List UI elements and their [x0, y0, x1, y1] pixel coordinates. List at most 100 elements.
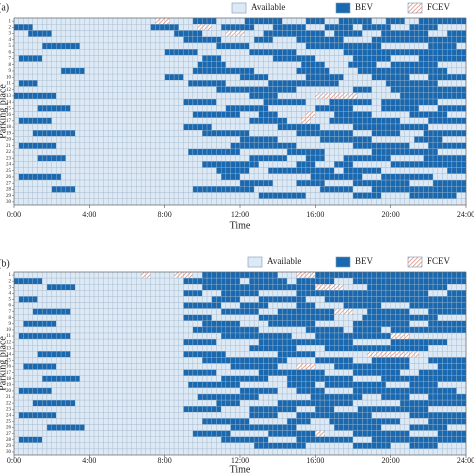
cell	[197, 393, 203, 401]
cell	[75, 61, 81, 69]
cell	[192, 111, 198, 118]
cell	[230, 136, 236, 143]
cell	[418, 393, 424, 401]
cell	[42, 173, 48, 181]
cell	[395, 186, 401, 193]
cell	[305, 393, 311, 401]
cell	[131, 80, 137, 87]
cell	[239, 161, 245, 168]
cell	[140, 173, 147, 181]
cell	[282, 277, 288, 285]
cell	[442, 381, 448, 389]
cell	[319, 302, 325, 309]
cell	[381, 167, 387, 175]
cell	[456, 271, 462, 279]
cell	[32, 363, 38, 370]
cell	[51, 142, 57, 150]
cell	[84, 351, 90, 358]
cell	[371, 326, 377, 334]
cell	[192, 55, 198, 62]
cell	[93, 24, 99, 31]
cell	[239, 381, 245, 389]
cell	[103, 387, 109, 395]
cell	[75, 326, 81, 334]
cell	[122, 48, 128, 56]
cell	[451, 332, 457, 340]
cell	[173, 332, 179, 340]
cell	[319, 296, 325, 303]
cell	[249, 363, 255, 370]
cell	[333, 186, 340, 193]
cell	[371, 92, 377, 100]
cell	[461, 179, 467, 187]
cell	[296, 198, 302, 206]
cell	[42, 308, 48, 315]
cell	[93, 296, 99, 303]
cell	[140, 67, 147, 75]
legend-label: Available	[267, 256, 301, 266]
cell	[60, 198, 66, 206]
cell	[437, 290, 443, 297]
cell	[89, 296, 95, 303]
cell	[437, 30, 443, 37]
cell	[202, 73, 208, 81]
cell	[418, 369, 424, 376]
cell	[202, 308, 208, 315]
cell	[239, 277, 245, 285]
cell	[220, 284, 227, 291]
cell	[60, 173, 66, 181]
cell	[122, 357, 128, 364]
cell	[296, 308, 302, 315]
cell	[107, 36, 114, 44]
cell	[249, 98, 255, 106]
cell	[296, 130, 302, 137]
cell	[131, 117, 137, 125]
cell	[173, 198, 179, 206]
cell	[211, 73, 217, 81]
cell	[107, 61, 114, 69]
cell	[75, 271, 81, 279]
cell	[282, 55, 288, 62]
cell	[145, 338, 151, 346]
cell	[423, 148, 429, 156]
cell	[253, 36, 260, 44]
cell	[277, 111, 283, 118]
cell	[178, 338, 184, 346]
cell	[27, 284, 34, 291]
cell	[98, 55, 104, 62]
cell	[437, 387, 443, 395]
cell	[84, 296, 90, 303]
cell	[395, 326, 401, 334]
cell	[263, 17, 269, 25]
cell	[437, 332, 443, 340]
cell	[404, 198, 410, 206]
cell	[155, 345, 161, 352]
cell	[277, 179, 283, 187]
cell	[432, 290, 438, 297]
cell	[282, 167, 288, 175]
y-tick-label: 18	[6, 125, 12, 130]
cell	[291, 332, 297, 340]
cell	[42, 111, 48, 118]
cell	[315, 73, 321, 81]
cell	[249, 161, 255, 168]
cell	[301, 332, 307, 340]
cell	[145, 179, 151, 187]
cell	[60, 320, 66, 328]
cell	[145, 302, 151, 309]
cell	[404, 314, 410, 321]
cell	[51, 338, 57, 346]
cell	[79, 277, 85, 285]
y-tick-label: 11	[6, 82, 11, 87]
cell	[18, 161, 24, 168]
cell	[46, 338, 52, 346]
cell	[155, 42, 161, 50]
cell	[150, 290, 156, 297]
cell	[305, 105, 311, 112]
cell	[79, 296, 85, 303]
cell	[211, 198, 217, 206]
cell	[376, 30, 382, 37]
cell	[418, 290, 424, 297]
cell	[192, 136, 198, 143]
cell	[188, 80, 194, 87]
